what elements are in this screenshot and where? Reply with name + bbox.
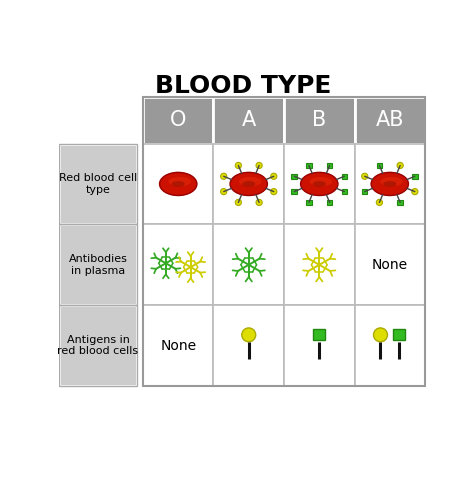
Bar [327, 200, 332, 205]
Ellipse shape [300, 172, 339, 196]
Bar [393, 328, 405, 340]
Bar [143, 224, 213, 305]
Ellipse shape [370, 172, 410, 196]
Circle shape [220, 173, 227, 180]
Circle shape [376, 199, 383, 206]
Bar [342, 189, 347, 194]
Bar [377, 163, 382, 168]
Bar [342, 174, 347, 179]
Bar [355, 97, 425, 143]
Bar [284, 97, 355, 143]
Circle shape [412, 189, 418, 195]
Bar [412, 174, 418, 179]
Bar [398, 200, 403, 205]
Ellipse shape [229, 172, 268, 196]
Bar [362, 189, 367, 194]
Bar [306, 163, 311, 168]
Bar [284, 305, 355, 386]
Bar [143, 143, 213, 224]
Bar [59, 305, 137, 386]
Circle shape [235, 199, 241, 206]
Ellipse shape [172, 181, 185, 187]
Text: Antigens in
red blood cells: Antigens in red blood cells [57, 335, 138, 357]
Text: None: None [372, 258, 408, 272]
Bar [213, 305, 284, 386]
Bar [59, 224, 137, 305]
Ellipse shape [380, 177, 402, 186]
Ellipse shape [242, 181, 255, 187]
Bar [213, 143, 284, 224]
Bar [292, 174, 297, 179]
Text: B: B [312, 111, 327, 130]
Bar [284, 143, 355, 224]
Bar [284, 224, 355, 305]
Circle shape [397, 162, 403, 169]
Bar [355, 305, 425, 386]
Ellipse shape [239, 177, 262, 186]
Circle shape [220, 189, 227, 195]
Ellipse shape [159, 172, 198, 196]
Bar [306, 200, 311, 205]
Ellipse shape [230, 173, 267, 196]
Text: AB: AB [375, 111, 404, 130]
Ellipse shape [383, 181, 396, 187]
Circle shape [256, 199, 262, 206]
Text: A: A [242, 111, 256, 130]
Bar [143, 97, 425, 386]
Bar [59, 305, 137, 386]
Bar [327, 163, 332, 168]
Ellipse shape [313, 181, 326, 187]
Bar [213, 224, 284, 305]
Bar [59, 224, 137, 305]
Bar [292, 189, 297, 194]
Bar [59, 143, 137, 224]
Bar [313, 328, 325, 340]
Circle shape [271, 189, 277, 195]
Circle shape [271, 173, 277, 180]
Bar [355, 224, 425, 305]
Circle shape [235, 162, 241, 169]
Circle shape [242, 328, 255, 342]
Text: Antibodies
in plasma: Antibodies in plasma [69, 254, 128, 276]
Bar [355, 143, 425, 224]
Ellipse shape [160, 173, 197, 196]
Circle shape [256, 162, 262, 169]
Bar [143, 305, 213, 386]
Bar [213, 97, 284, 143]
Circle shape [362, 173, 368, 180]
Ellipse shape [310, 177, 332, 186]
Ellipse shape [301, 173, 338, 196]
Ellipse shape [169, 177, 191, 186]
Text: O: O [170, 111, 186, 130]
Text: None: None [160, 339, 196, 353]
Text: BLOOD TYPE: BLOOD TYPE [155, 74, 331, 98]
Bar [59, 143, 137, 224]
Text: Red blood cell
type: Red blood cell type [59, 173, 137, 195]
Circle shape [374, 328, 387, 342]
Bar [143, 97, 213, 143]
Ellipse shape [371, 173, 409, 196]
